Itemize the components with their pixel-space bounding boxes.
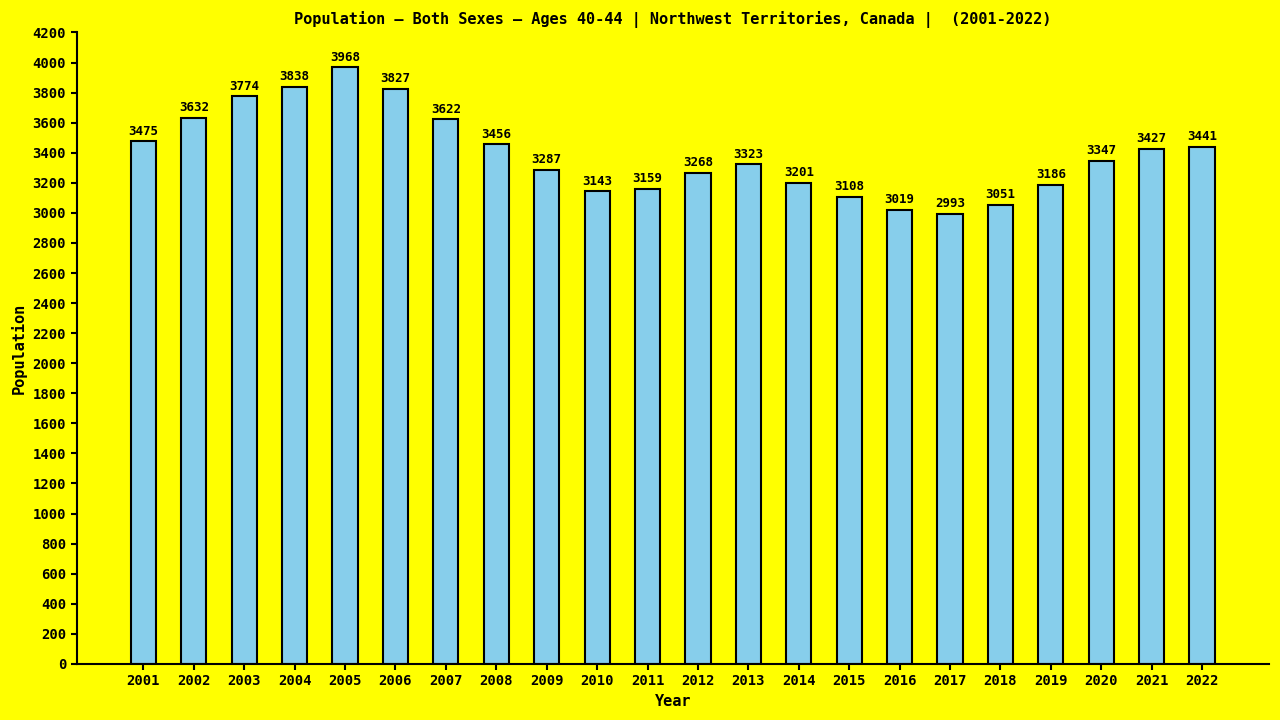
Y-axis label: Population: Population	[12, 302, 27, 394]
Bar	[282, 87, 307, 664]
Text: 3456: 3456	[481, 127, 511, 140]
Bar	[182, 118, 206, 664]
Text: 3475: 3475	[128, 125, 159, 138]
Text: 3827: 3827	[380, 72, 411, 85]
Bar	[1189, 147, 1215, 664]
Bar	[887, 210, 913, 664]
Bar	[635, 189, 660, 664]
Text: 3968: 3968	[330, 50, 360, 63]
Text: 3143: 3143	[582, 175, 612, 188]
Text: 3427: 3427	[1137, 132, 1166, 145]
Text: 3268: 3268	[684, 156, 713, 168]
Bar	[685, 173, 710, 664]
Bar	[333, 68, 357, 664]
Text: 3201: 3201	[783, 166, 814, 179]
Bar	[534, 170, 559, 664]
Text: 3838: 3838	[279, 70, 310, 83]
Text: 3347: 3347	[1087, 144, 1116, 157]
Text: 3441: 3441	[1187, 130, 1217, 143]
Bar	[131, 141, 156, 664]
Bar	[433, 120, 458, 664]
Text: 3774: 3774	[229, 80, 260, 93]
Text: 3632: 3632	[179, 101, 209, 114]
Text: 3019: 3019	[884, 193, 915, 206]
Text: 3186: 3186	[1036, 168, 1066, 181]
Title: Population – Both Sexes – Ages 40-44 | Northwest Territories, Canada |  (2001-20: Population – Both Sexes – Ages 40-44 | N…	[294, 11, 1051, 28]
Bar	[1038, 185, 1064, 664]
Bar	[736, 164, 762, 664]
Bar	[786, 183, 812, 664]
Bar	[484, 144, 509, 664]
Bar	[585, 192, 609, 664]
Text: 3287: 3287	[531, 153, 562, 166]
Text: 2993: 2993	[934, 197, 965, 210]
Bar	[1139, 148, 1165, 664]
Text: 3323: 3323	[733, 148, 763, 161]
Text: 3159: 3159	[632, 172, 663, 185]
Bar	[937, 214, 963, 664]
Bar	[1089, 161, 1114, 664]
Bar	[988, 205, 1012, 664]
Bar	[383, 89, 408, 664]
Bar	[837, 197, 861, 664]
Bar	[232, 96, 257, 664]
Text: 3051: 3051	[986, 189, 1015, 202]
Text: 3622: 3622	[431, 102, 461, 116]
Text: 3108: 3108	[835, 180, 864, 193]
X-axis label: Year: Year	[654, 694, 691, 709]
